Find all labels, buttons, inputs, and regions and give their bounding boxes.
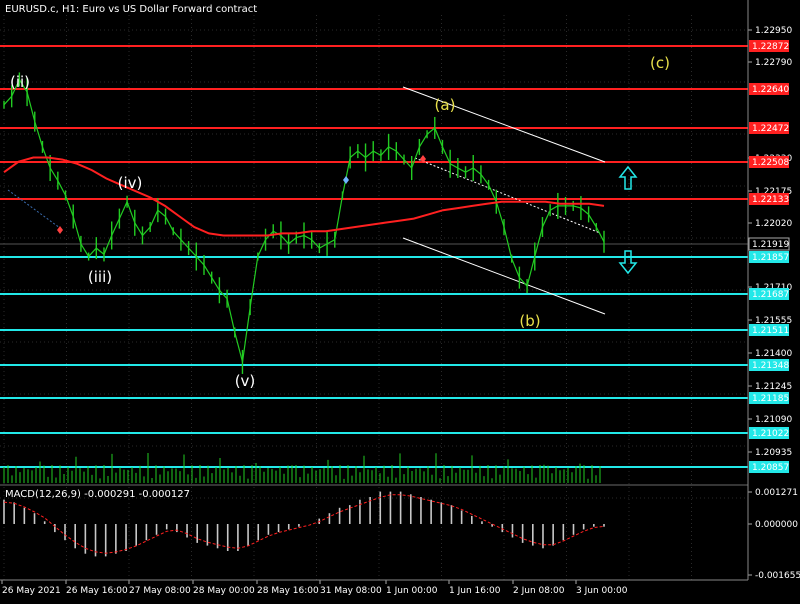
- time-tick-label: 28 May 16:00: [257, 586, 319, 596]
- current-price-tag: [748, 237, 790, 251]
- resistance-level-value: 1.22640: [752, 85, 789, 95]
- support-level-value: 1.21511: [752, 326, 789, 336]
- support-level-tag: [749, 461, 789, 473]
- channel-lower-line[interactable]: [402, 237, 606, 315]
- buy-marker-icon: [343, 176, 349, 184]
- up-arrow-icon: [618, 165, 638, 190]
- time-tick-label: 1 Jun 16:00: [449, 586, 501, 596]
- channel-mid-line[interactable]: [414, 157, 601, 234]
- time-tick-label: 28 May 00:00: [193, 586, 255, 596]
- resistance-level-value: 1.22472: [752, 124, 789, 134]
- support-level-tag: [749, 324, 789, 336]
- price-tick-label: 1.22790: [755, 58, 792, 68]
- direction-arrows: [618, 165, 638, 275]
- price-tick-label: 1.20935: [755, 448, 792, 458]
- support-level-value: 1.21022: [752, 429, 789, 439]
- price-candles: [3, 72, 605, 374]
- channel-upper-line[interactable]: [402, 86, 606, 163]
- support-level-value: 1.21687: [752, 290, 789, 300]
- wave-label: (ii): [10, 73, 30, 91]
- support-level-tag: [749, 251, 789, 263]
- support-level-value: 1.21348: [752, 361, 789, 371]
- support-level-tag: [749, 359, 789, 371]
- resistance-level-tag: [749, 122, 789, 134]
- price-tick-label: 1.22950: [755, 26, 792, 36]
- support-level-tag: [749, 392, 789, 404]
- down-arrow-icon: [618, 250, 638, 275]
- support-level-tag: [749, 427, 789, 439]
- wave-label: (a): [435, 96, 456, 114]
- time-axis: 26 May 2021 26 May 16:00 27 May 08:00 28 Ma…: [1, 580, 628, 596]
- time-tick-label: 27 May 08:00: [129, 586, 191, 596]
- trend-channel[interactable]: [7, 86, 606, 315]
- resistance-level-tag: [749, 83, 789, 95]
- dotted-trend-line[interactable]: [7, 189, 61, 229]
- time-tick-label: 2 Jun 08:00: [513, 586, 565, 596]
- price-tick-label: 1.22175: [755, 187, 792, 197]
- moving-average-line: [3, 156, 605, 237]
- resistance-level-value: 1.22872: [752, 42, 789, 52]
- macd-tick-label: -0.001655: [755, 571, 800, 581]
- macd-signal-line: [3, 494, 605, 554]
- wave-labels: (ii) (iii) (iv) (v) (a) (b) (c): [10, 54, 670, 390]
- chart-title: EURUSD.c, H1: Euro vs US Dollar Forward …: [5, 4, 257, 15]
- support-level-value: 1.21857: [752, 253, 789, 263]
- support-level-value: 1.21185: [752, 394, 789, 404]
- sell-marker-icon: [420, 155, 426, 163]
- sell-marker-icon: [57, 226, 63, 234]
- price-tick-label: 1.21245: [755, 382, 792, 392]
- time-tick-label: 26 May 2021: [2, 586, 61, 596]
- time-tick-label: 26 May 16:00: [66, 586, 128, 596]
- macd-histogram: [3, 491, 605, 557]
- price-tick-label: 1.21090: [755, 415, 792, 425]
- macd-tick-label: 0.000000: [755, 520, 798, 530]
- macd-tick-label: 0.001271: [755, 488, 798, 498]
- price-line: [3, 78, 605, 363]
- wave-label: (b): [519, 312, 540, 330]
- support-level-tag: [749, 288, 789, 300]
- time-tick-label: 3 Jun 00:00: [576, 586, 628, 596]
- level-price-tags: 1.22872 1.22640 1.22472 1.22508 1.22133 1.218…: [748, 40, 790, 473]
- macd-axis: 0.001271 0.000000 -0.001655: [748, 488, 800, 581]
- horizontal-levels[interactable]: [0, 45, 748, 468]
- resistance-level-tag: [749, 40, 789, 52]
- volume-bars: [3, 453, 601, 483]
- macd-label: MACD(12,26,9) -0.000291 -0.000127: [5, 489, 190, 500]
- wave-label: (iv): [118, 174, 143, 192]
- time-tick-label: 1 Jun 00:00: [386, 586, 438, 596]
- resistance-level-value: 1.22133: [752, 195, 789, 205]
- price-tick-label: 1.22020: [755, 219, 792, 229]
- resistance-level-value: 1.22508: [752, 158, 789, 168]
- wave-label: (v): [235, 372, 256, 390]
- support-level-value: 1.20857: [752, 463, 789, 473]
- current-price-value: 1.21919: [752, 240, 789, 250]
- trade-markers: [57, 155, 426, 234]
- wave-label: (iii): [88, 268, 112, 286]
- resistance-level-tag: [749, 156, 789, 168]
- time-tick-label: 31 May 08:00: [320, 586, 382, 596]
- resistance-level-tag: [749, 193, 789, 205]
- price-tick-label: 1.21400: [755, 349, 792, 359]
- wave-label: (c): [650, 54, 670, 72]
- price-tick-label: 1.21555: [755, 316, 792, 326]
